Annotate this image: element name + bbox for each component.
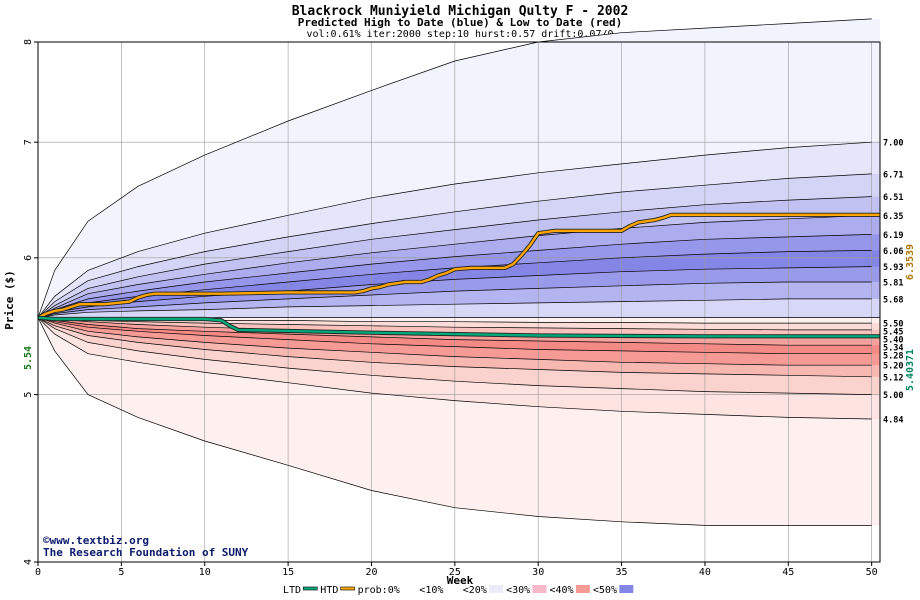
y-tick-label: 7	[23, 139, 34, 145]
right-price-label: 5.40	[883, 336, 903, 346]
band-contour	[37, 266, 872, 319]
right-price-label: 6.35	[883, 212, 903, 222]
x-tick-label: 15	[282, 567, 294, 578]
credit-line-2: The Research Foundation of SUNY	[43, 546, 249, 559]
right-price-label: 6.06	[883, 247, 903, 257]
legend-swatch	[489, 585, 504, 593]
htd-line	[37, 213, 880, 319]
right-price-label: 5.50	[883, 320, 903, 330]
probability-bands	[38, 18, 880, 562]
chart-params: vol:0.61% iter:2000 step:10 hurst:0.57 d…	[306, 29, 613, 40]
legend-swatch	[340, 586, 355, 591]
legend-swatch	[445, 585, 460, 593]
chart-title: Blackrock Muniyield Michigan Qulty F - 2…	[292, 4, 629, 19]
legend-label: <20%	[463, 585, 487, 596]
legend-swatch	[532, 585, 547, 593]
band-contour	[37, 317, 872, 395]
ltd-final-label: 5.40371	[905, 349, 916, 391]
ltd-line	[37, 316, 880, 338]
series-lines	[37, 212, 880, 339]
y-tick-label: 6	[23, 255, 34, 261]
band-contour	[37, 317, 872, 526]
band-contour	[37, 141, 872, 318]
right-price-label: 6.19	[883, 231, 903, 241]
right-price-label: 5.12	[883, 373, 903, 383]
y-tick-label: 4	[23, 559, 34, 565]
right-price-label: 5.68	[883, 295, 903, 305]
band-contour	[37, 317, 872, 366]
band-contour	[37, 317, 872, 420]
band-contour	[37, 18, 872, 318]
y-tick-label: 5	[23, 392, 34, 398]
plot-frame	[37, 41, 881, 563]
right-price-label: 5.00	[883, 391, 903, 401]
legend-label: <10%	[419, 585, 443, 596]
legend-label: <40%	[550, 585, 574, 596]
right-price-label: 6.51	[883, 193, 903, 203]
right-price-label: 5.28	[883, 352, 903, 362]
x-tick-label: 0	[35, 567, 41, 578]
legend-label: <30%	[506, 585, 530, 596]
legend-label: LTD	[283, 585, 301, 596]
right-price-label: 7.00	[883, 139, 903, 149]
right-price-label: 5.81	[883, 278, 903, 288]
x-tick-label: 5	[118, 567, 124, 578]
x-tick-label: 45	[782, 567, 794, 578]
x-tick-label: 50	[866, 567, 878, 578]
right-price-label: 5.20	[883, 362, 903, 372]
x-tick-label: 10	[199, 567, 211, 578]
x-tick-label: 20	[365, 567, 377, 578]
x-axis-label: Week	[447, 574, 474, 587]
band-contour	[37, 317, 872, 346]
low-band-9	[38, 317, 880, 324]
band-contour	[37, 298, 872, 319]
legend-label: prob:0%	[358, 585, 400, 596]
chart-subtitle: Predicted High to Date (blue) & Low to D…	[298, 16, 623, 29]
right-price-label: 4.84	[883, 415, 903, 425]
legend-swatch	[619, 585, 634, 593]
legend-swatch	[302, 586, 318, 591]
band-contour	[37, 281, 872, 319]
right-price-labels: 7.00 6.71 6.51 6.35 6.19 6.06 5.93 5.81 5.68 5.50…	[883, 139, 903, 426]
legend-swatch	[575, 585, 590, 593]
htd-final-label: 6.3539	[905, 244, 916, 280]
right-price-label: 5.45	[883, 328, 903, 338]
y-tick-label: 8	[23, 39, 34, 45]
y-axis-label: Price ($)	[3, 270, 16, 330]
band-contour	[37, 196, 872, 318]
right-price-label: 6.71	[883, 170, 903, 180]
right-price-label: 5.93	[883, 263, 903, 273]
right-price-label: 5.34	[883, 344, 903, 354]
legend-label: <50%	[593, 585, 617, 596]
legend-swatch	[402, 585, 417, 593]
x-tick-label: 40	[699, 567, 711, 578]
x-tick-label: 35	[616, 567, 628, 578]
band-contour	[37, 214, 872, 319]
x-tick-label: 25	[449, 567, 461, 578]
credit-line-1: ©www.textbiz.org	[43, 534, 149, 547]
band-contour	[37, 317, 872, 378]
legend-label: HTD	[320, 585, 338, 596]
legend: LTD HTD prob:0% <10% <20% <30% <40% <50%	[283, 585, 634, 596]
band-contour	[37, 234, 872, 319]
start-price-label: 5.54	[23, 346, 34, 370]
x-tick-label: 30	[532, 567, 544, 578]
band-contour	[37, 173, 872, 318]
band-contour	[37, 317, 872, 355]
high-band-9	[38, 298, 880, 318]
